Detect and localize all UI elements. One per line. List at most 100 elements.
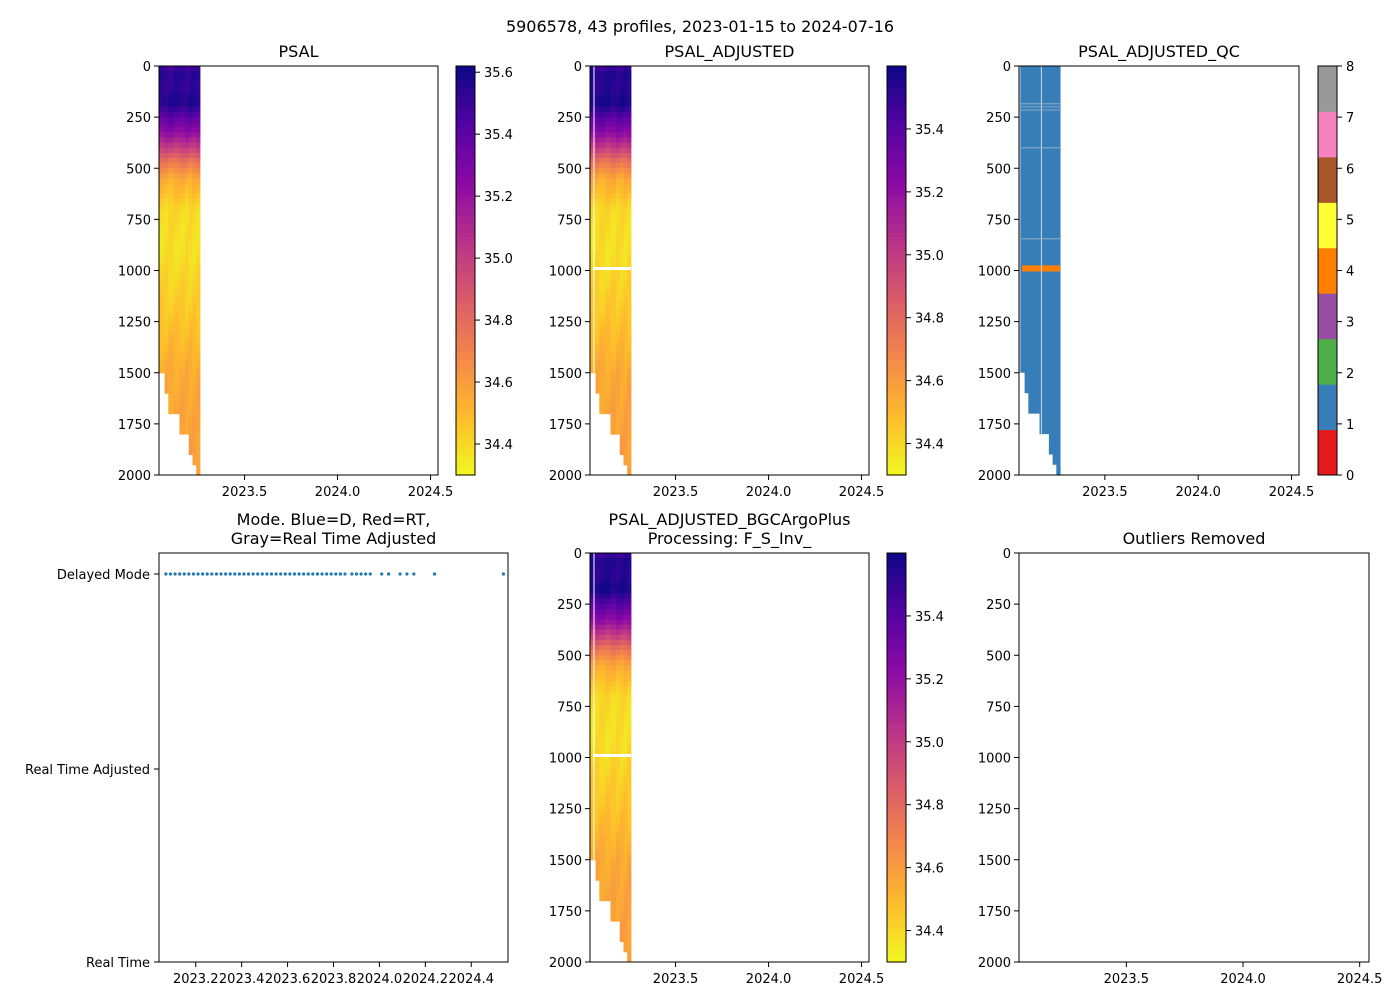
- heatmap-cell: [595, 839, 600, 845]
- heatmap-cell: [590, 275, 597, 282]
- heatmap-cell: [619, 650, 624, 656]
- heatmap-cell: [616, 214, 621, 220]
- colorbar-segment: [887, 400, 906, 408]
- heatmap-cell: [616, 905, 621, 912]
- heatmap-cell: [196, 408, 201, 415]
- colorbar-segment: [887, 359, 906, 367]
- heatmap-cell: [599, 178, 606, 185]
- heatmap-cell: [599, 875, 606, 881]
- heatmap-cell: [168, 347, 175, 353]
- heatmap-cell: [604, 250, 611, 256]
- colorbar-segment: [887, 93, 906, 101]
- heatmap-cell: [619, 767, 624, 774]
- mode-point: [306, 572, 310, 576]
- heatmap-cell: [623, 306, 628, 312]
- heatmap-cell: [185, 66, 190, 72]
- heatmap-cell: [599, 762, 606, 769]
- heatmap-cell: [619, 219, 624, 225]
- x-tick-label: 2024.5: [1337, 972, 1383, 987]
- colorbar-segment: [887, 887, 906, 895]
- heatmap-cell: [616, 393, 621, 399]
- heatmap-cell: [595, 691, 600, 697]
- heatmap-cell: [610, 428, 617, 435]
- heatmap-cell: [610, 839, 617, 845]
- heatmap-cell: [616, 301, 621, 307]
- heatmap-cell: [188, 255, 193, 261]
- heatmap-cell: [599, 665, 606, 672]
- heatmap-cell: [196, 224, 201, 231]
- heatmap-cell: [599, 204, 606, 210]
- heatmap-cell: [599, 742, 606, 748]
- heatmap-cell: [616, 377, 621, 384]
- heatmap-cell: [599, 731, 606, 738]
- heatmap-cell: [159, 214, 166, 220]
- heatmap-cell: [616, 142, 621, 149]
- colorbar-segment: [887, 907, 906, 915]
- heatmap-cell: [599, 280, 606, 287]
- y-tick-label: 250: [986, 111, 1011, 126]
- colorbar-segment: [887, 175, 906, 183]
- heatmap-cell: [599, 301, 606, 307]
- heatmap-cell: [616, 696, 621, 702]
- heatmap-cell: [604, 168, 611, 174]
- heatmap-cell: [168, 132, 175, 139]
- heatmap-cell: [623, 609, 628, 615]
- heatmap-cell: [188, 347, 193, 353]
- heatmap-cell: [164, 352, 169, 358]
- heatmap-cell: [610, 301, 617, 307]
- heatmap-cell: [595, 859, 600, 866]
- heatmap-cell: [616, 388, 621, 394]
- heatmap-cell: [599, 655, 606, 661]
- heatmap-cell: [616, 234, 621, 241]
- heatmap-cell: [599, 716, 606, 723]
- heatmap-cell: [599, 777, 606, 784]
- colorbar-segment: [456, 413, 475, 422]
- heatmap-cell: [604, 178, 611, 185]
- heatmap-cell: [627, 818, 632, 825]
- heatmap-cell: [623, 188, 628, 195]
- heatmap-cell: [623, 926, 628, 932]
- heatmap-cell: [179, 367, 186, 374]
- heatmap-cell: [196, 71, 201, 77]
- heatmap-cell: [173, 244, 180, 251]
- heatmap-cell: [595, 326, 600, 333]
- heatmap-cell: [188, 428, 193, 435]
- heatmap-cell: [185, 152, 190, 159]
- heatmap-cell: [168, 290, 175, 297]
- heatmap-cell: [164, 132, 169, 139]
- heatmap-cell: [164, 229, 169, 236]
- colorbar-segment: [456, 127, 475, 135]
- heatmap-cell: [623, 193, 628, 200]
- heatmap-cell: [616, 813, 621, 820]
- heatmap-cell: [164, 255, 169, 261]
- colorbar-segment: [887, 195, 906, 203]
- heatmap-cell: [192, 255, 197, 261]
- x-tick-label: 2024.0: [1175, 485, 1221, 500]
- heatmap-cell: [188, 357, 193, 364]
- heatmap-cell: [610, 342, 617, 348]
- heatmap-cell: [627, 706, 632, 712]
- heatmap-cell: [627, 331, 632, 338]
- heatmap-cell: [590, 762, 597, 769]
- qc-column: [1033, 66, 1041, 414]
- heatmap-cell: [595, 788, 600, 794]
- heatmap-cell: [616, 244, 621, 251]
- colorbar-segment: [887, 600, 906, 609]
- heatmap-cell: [164, 219, 169, 225]
- heatmap-cell: [196, 127, 201, 133]
- heatmap-cell: [619, 372, 624, 379]
- colorbar-segment: [887, 880, 906, 888]
- heatmap-cell: [610, 377, 617, 384]
- heatmap-cell: [619, 660, 624, 666]
- heatmap-cell: [168, 106, 175, 113]
- heatmap-cell: [616, 362, 621, 369]
- heatmap-cell: [599, 675, 606, 682]
- heatmap-cell: [619, 742, 624, 748]
- heatmap-cell: [610, 372, 617, 379]
- heatmap-cell: [599, 122, 606, 128]
- heatmap-cell: [599, 106, 606, 113]
- heatmap-cell: [604, 711, 611, 718]
- heatmap-cell: [595, 81, 600, 87]
- heatmap-cell: [619, 905, 624, 912]
- mode-point: [364, 572, 368, 576]
